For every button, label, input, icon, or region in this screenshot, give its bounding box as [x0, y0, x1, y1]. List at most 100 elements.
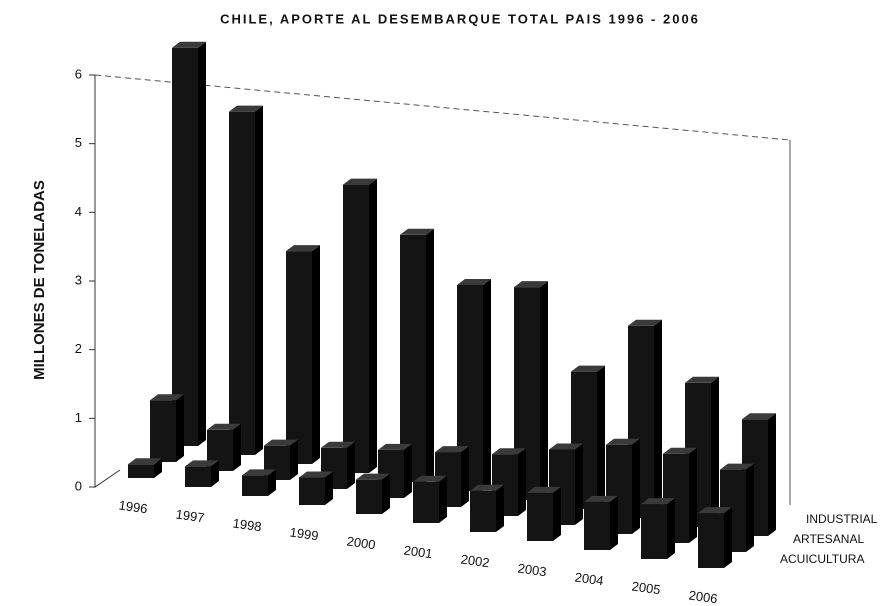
- y-axis-label: MILLONES DE TONELADAS: [31, 180, 48, 380]
- bar-front: [172, 47, 198, 446]
- bar-front: [641, 504, 667, 559]
- y-tick-label: 3: [75, 272, 82, 287]
- bar-top: [571, 365, 605, 372]
- bar-top: [685, 376, 719, 383]
- bar-side: [667, 498, 675, 559]
- bar-side: [632, 438, 640, 534]
- bar: [584, 495, 618, 550]
- bar-side: [347, 441, 355, 489]
- bar: [514, 281, 548, 500]
- bar-front: [185, 466, 211, 487]
- bar-side: [198, 41, 206, 446]
- bar-top: [549, 443, 583, 450]
- bar-front: [356, 479, 382, 514]
- bar: [571, 365, 605, 509]
- bar: [172, 41, 206, 446]
- bar-side: [268, 469, 276, 496]
- bar-front: [242, 475, 268, 496]
- bar-front: [229, 111, 255, 456]
- bar-front: [470, 490, 496, 532]
- bar-side: [176, 394, 184, 462]
- bar-top: [606, 438, 640, 445]
- bar-top: [457, 279, 491, 285]
- bar-top: [742, 413, 776, 420]
- bar-side: [290, 439, 298, 480]
- legend-label: ACUICULTURA: [780, 552, 864, 566]
- bar-side: [439, 475, 447, 523]
- legend-label: ARTESANAL: [793, 532, 864, 546]
- bar-side: [154, 458, 162, 478]
- wall-edge: [94, 75, 121, 488]
- x-tick-label: 2004: [574, 570, 605, 589]
- bar-top: [286, 245, 320, 252]
- bar: [413, 475, 447, 523]
- bar-front: [584, 501, 610, 550]
- bar-top: [584, 495, 618, 502]
- bar-top: [663, 447, 697, 454]
- bar-front: [413, 481, 439, 523]
- legend-label: INDUSTRIAL: [806, 512, 878, 526]
- bar-side: [483, 279, 491, 491]
- bar-top: [264, 439, 298, 446]
- bar: [229, 105, 263, 456]
- bar-top: [720, 463, 754, 470]
- bar-side: [312, 245, 320, 464]
- wall-top: [94, 74, 791, 141]
- bar-side: [518, 448, 526, 516]
- bar-side: [610, 495, 618, 550]
- bar-top: [343, 178, 377, 185]
- bar-side: [496, 484, 504, 532]
- bar-top: [527, 486, 561, 493]
- bar-side: [369, 178, 377, 473]
- bar-top: [470, 484, 504, 491]
- bar-front: [698, 513, 724, 568]
- bar-top: [698, 507, 732, 514]
- bar: [150, 394, 184, 462]
- bar-top: [229, 105, 263, 112]
- bar-top: [435, 446, 469, 453]
- bar: [242, 469, 276, 496]
- bar-side: [724, 507, 732, 568]
- bar-side: [654, 319, 662, 518]
- bar-top: [242, 469, 276, 476]
- bar-side: [711, 376, 719, 527]
- bar-front: [150, 400, 176, 462]
- bar-front: [299, 477, 325, 505]
- x-tick-label: 2002: [460, 552, 491, 571]
- bar-top: [378, 443, 412, 450]
- x-tick-label: 2000: [346, 534, 377, 553]
- bar-top: [400, 228, 434, 235]
- x-tick-label: 2001: [403, 543, 434, 562]
- bar: [641, 498, 675, 559]
- bar: [527, 486, 561, 541]
- bar-front: [527, 492, 553, 541]
- y-tick-label: 1: [75, 410, 82, 425]
- bar-top: [628, 319, 662, 326]
- bar-top: [356, 473, 390, 480]
- y-tick-label: 5: [75, 135, 82, 150]
- bar-top: [150, 394, 184, 401]
- bar-front: [286, 251, 312, 464]
- bar-side: [233, 423, 241, 471]
- bar-side: [768, 413, 776, 536]
- x-tick-label: 1996: [118, 498, 149, 517]
- y-tick-label: 6: [75, 66, 82, 81]
- bar: [378, 443, 412, 498]
- bar-front: [400, 234, 426, 482]
- bar-side: [540, 281, 548, 500]
- bar-front: [128, 464, 154, 478]
- x-tick-label: 1997: [175, 507, 206, 526]
- bar-side: [689, 447, 697, 543]
- bar-front: [343, 184, 369, 473]
- bar: [698, 507, 732, 568]
- y-tick-label: 0: [75, 478, 82, 493]
- bar-side: [325, 471, 333, 505]
- bar-top: [321, 441, 355, 448]
- y-tick-label: 4: [75, 204, 82, 219]
- chart-title: CHILE, APORTE AL DESEMBARQUE TOTAL PAIS …: [220, 11, 700, 26]
- x-tick-label: 2005: [631, 579, 662, 598]
- bar-side: [211, 460, 219, 487]
- x-tick-label: 1999: [289, 525, 320, 544]
- bar-side: [426, 228, 434, 482]
